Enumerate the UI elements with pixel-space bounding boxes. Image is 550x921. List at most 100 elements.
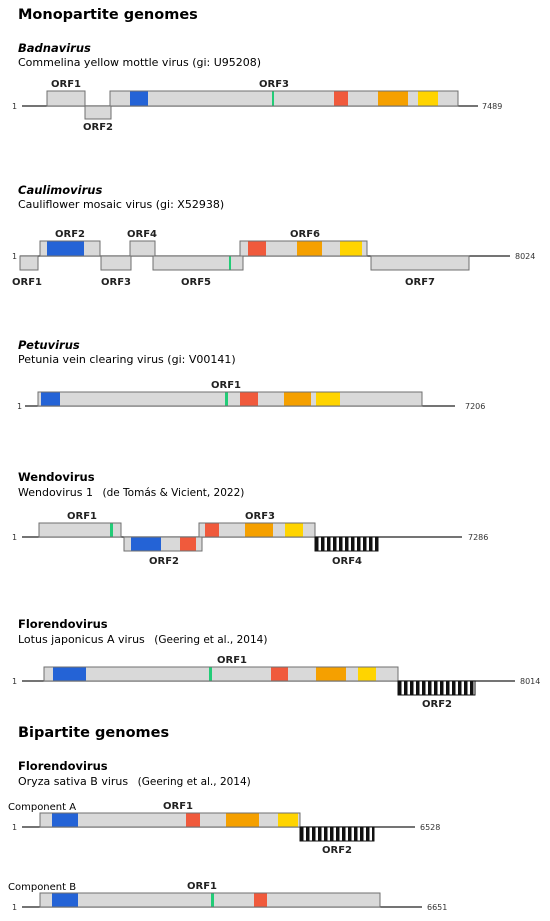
orf-label: ORF2 bbox=[83, 122, 113, 133]
orf-stripe bbox=[306, 827, 310, 841]
orf-stripe bbox=[312, 827, 316, 841]
genome-length-label: 6651 bbox=[427, 903, 447, 912]
domain-green bbox=[272, 91, 274, 106]
genome-titles: Badnavirus Commelina yellow mottle virus… bbox=[8, 41, 267, 893]
domain-red bbox=[334, 91, 348, 106]
orf-stripe bbox=[398, 681, 402, 695]
domain-red bbox=[205, 523, 219, 537]
orf-label: ORF4 bbox=[127, 229, 157, 240]
orf-stripe bbox=[324, 827, 328, 841]
orf-label: ORF1 bbox=[12, 277, 42, 288]
orf-box bbox=[46, 90, 86, 107]
domain-blue bbox=[53, 667, 86, 681]
domain-green bbox=[209, 667, 212, 681]
domain-orange bbox=[316, 667, 346, 681]
domain-red bbox=[248, 241, 266, 256]
domain-red bbox=[271, 667, 288, 681]
domain-yellow bbox=[340, 241, 362, 256]
orf-stripe bbox=[300, 827, 304, 841]
orf-orf3: ORF3 bbox=[109, 79, 459, 107]
genome-map-florendovirus-os-a: 1 6528 ORF1 ORF2 bbox=[12, 801, 440, 856]
domain-green bbox=[229, 256, 231, 270]
genome-map-wendovirus: 1 7286 ORF1 ORF2 ORF3 ORF4 bbox=[12, 511, 488, 567]
orf-box-outline bbox=[299, 826, 375, 842]
genome-start-label: 1 bbox=[12, 903, 17, 912]
virus-florendovirus-os: Oryza sativa B virus (Geering et al., 20… bbox=[18, 775, 251, 788]
orf-box bbox=[84, 105, 112, 120]
domain-orange bbox=[284, 392, 311, 406]
domain-blue bbox=[130, 91, 148, 106]
virus-badnavirus: Commelina yellow mottle virus (gi: U9520… bbox=[18, 56, 261, 69]
orf-stripe bbox=[357, 537, 361, 551]
orf-label: ORF1 bbox=[163, 801, 193, 812]
domain-yellow bbox=[278, 813, 298, 827]
genus-petuvirus: Petuvirus bbox=[18, 338, 80, 352]
orf-orf1: ORF1 bbox=[37, 380, 423, 407]
orf-label: ORF3 bbox=[101, 277, 131, 288]
orf-stripe bbox=[422, 681, 426, 695]
orf-stripe bbox=[366, 827, 370, 841]
orf-stripe bbox=[360, 827, 364, 841]
domain-orange bbox=[226, 813, 259, 827]
genome-length-label: 7489 bbox=[482, 102, 502, 111]
citation-florendovirus-os: (Geering et al., 2014) bbox=[138, 776, 251, 788]
orf-box bbox=[109, 90, 459, 107]
orf-orf1: ORF1 bbox=[43, 655, 399, 682]
orf-stripe bbox=[318, 827, 322, 841]
genome-maps: 1 7489 ORF1 ORF2 ORF3 1 8024 ORF1 ORF2 ORF3 ORF4 OR… bbox=[12, 79, 540, 912]
orf-orf3: ORF3 bbox=[198, 511, 316, 538]
domain-yellow bbox=[358, 667, 376, 681]
orf-stripe bbox=[354, 827, 358, 841]
genome-map-florendovirus-lj: 1 8014 ORF1 ORF2 bbox=[12, 655, 540, 710]
orf-label: ORF1 bbox=[187, 881, 217, 892]
orf-stripe bbox=[333, 537, 337, 551]
orf-box bbox=[38, 522, 122, 538]
orf-stripe bbox=[372, 827, 374, 841]
orf-box bbox=[152, 255, 244, 271]
orf-stripe bbox=[446, 681, 450, 695]
orf-label: ORF3 bbox=[245, 511, 275, 522]
orf-stripe bbox=[375, 537, 378, 551]
orf-box bbox=[370, 255, 470, 271]
orf-label: ORF2 bbox=[322, 845, 352, 856]
domain-red bbox=[254, 893, 267, 907]
orf-box-outline bbox=[397, 680, 476, 696]
virus-petuvirus: Petunia vein clearing virus (gi: V00141) bbox=[18, 353, 236, 366]
bipartite-heading: Bipartite genomes bbox=[18, 725, 169, 741]
genome-start-label: 1 bbox=[12, 252, 17, 261]
orf-label: ORF1 bbox=[217, 655, 247, 666]
domain-blue bbox=[131, 537, 161, 551]
orf-stripe bbox=[428, 681, 432, 695]
genome-start-label: 1 bbox=[12, 533, 17, 542]
domain-green bbox=[225, 392, 228, 406]
orf-orf2: ORF2 bbox=[39, 229, 101, 257]
genus-badnavirus: Badnavirus bbox=[18, 41, 91, 55]
genome-length-label: 8024 bbox=[515, 252, 535, 261]
orf-orf2: ORF2 bbox=[397, 680, 476, 710]
orf-label: ORF1 bbox=[51, 79, 81, 90]
citation-florendovirus-lj: (Geering et al., 2014) bbox=[154, 634, 267, 646]
orf-orf1: ORF1 bbox=[39, 881, 381, 908]
orf-stripe bbox=[440, 681, 444, 695]
orf-stripe bbox=[342, 827, 346, 841]
virus-florendovirus-os-name: Oryza sativa B virus bbox=[18, 775, 128, 788]
genome-start-label: 1 bbox=[17, 402, 22, 411]
orf-stripe bbox=[434, 681, 438, 695]
orf-orf7: ORF7 bbox=[370, 255, 470, 288]
orf-label: ORF6 bbox=[290, 229, 320, 240]
orf-label: ORF2 bbox=[55, 229, 85, 240]
genome-length-label: 6528 bbox=[420, 823, 440, 832]
orf-orf3: ORF3 bbox=[100, 255, 132, 288]
orf-stripe bbox=[315, 537, 319, 551]
virus-wendovirus-name: Wendovirus 1 bbox=[18, 486, 93, 499]
domain-blue bbox=[47, 241, 84, 256]
orf-stripe bbox=[339, 537, 343, 551]
orf-orf6: ORF6 bbox=[239, 229, 368, 257]
domain-blue bbox=[52, 893, 78, 907]
orf-stripe bbox=[348, 827, 352, 841]
component-b-label: Component B bbox=[8, 882, 76, 893]
orf-stripe bbox=[321, 537, 325, 551]
orf-stripe bbox=[336, 827, 340, 841]
domain-red bbox=[240, 392, 258, 406]
